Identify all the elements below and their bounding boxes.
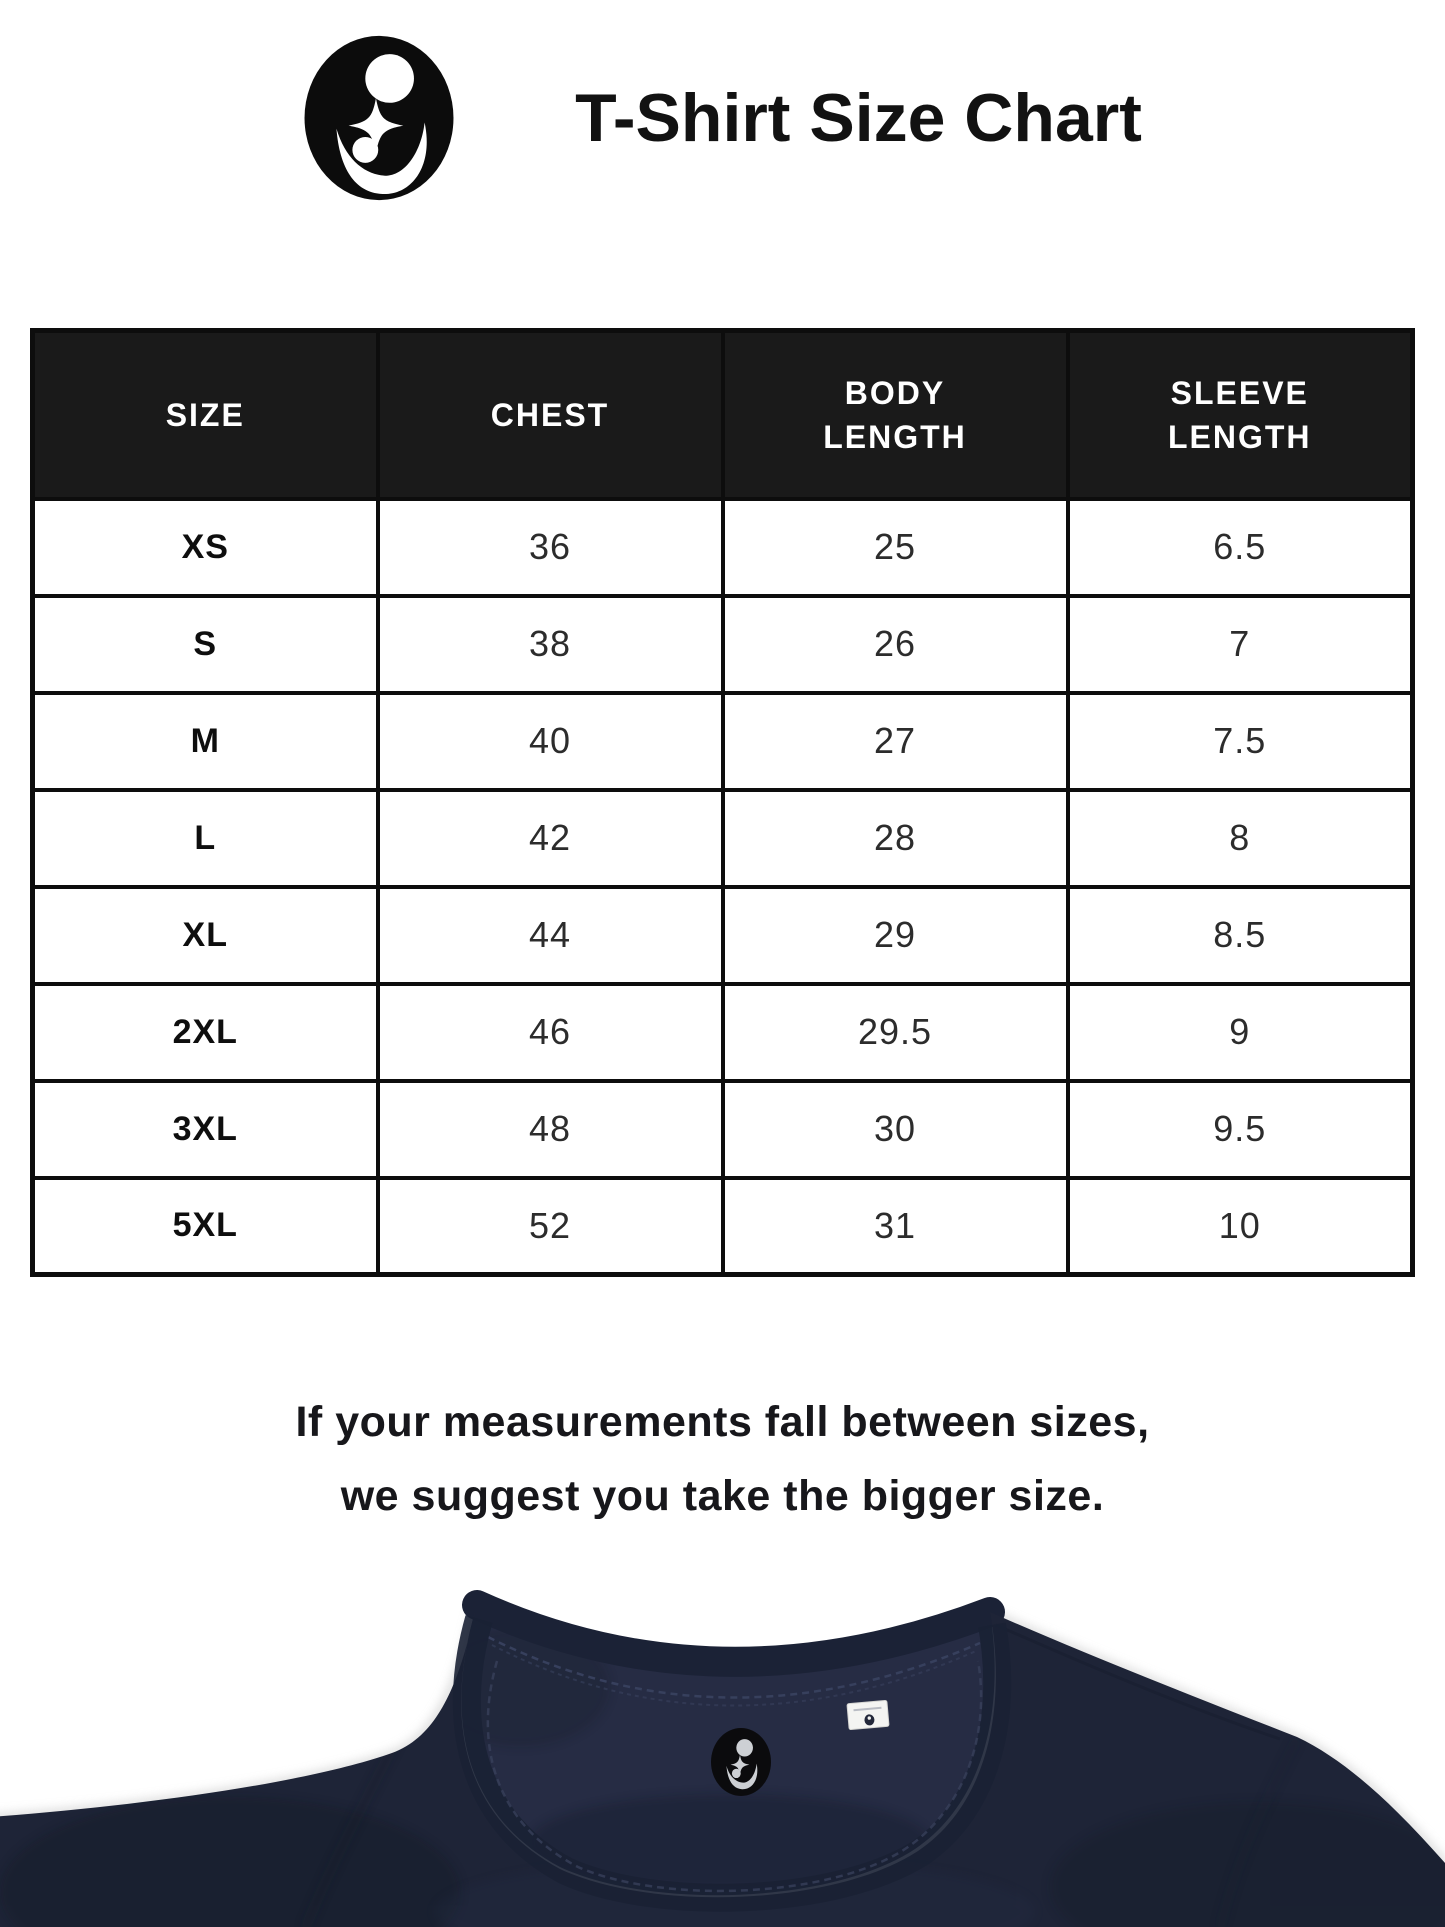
sleeve-length-cell: 7 <box>1065 593 1415 695</box>
fit-note-line2: we suggest you take the bigger size. <box>340 1472 1105 1520</box>
chest-cell: 36 <box>375 496 725 598</box>
sleeve-length-cell: 8.5 <box>1065 884 1415 986</box>
body-length-cell: 31 <box>720 1175 1070 1277</box>
table-row: S 38 26 7 <box>30 593 1415 695</box>
size-cell: S <box>30 593 380 695</box>
brand-header: T-Shirt Size Chart <box>0 0 1445 202</box>
chest-cell: 42 <box>375 787 725 889</box>
sleeve-length-cell: 8 <box>1065 787 1415 889</box>
chest-cell: 52 <box>375 1175 725 1277</box>
table-row: 5XL 52 31 10 <box>30 1175 1415 1277</box>
table-row: M 40 27 7.5 <box>30 690 1415 792</box>
size-cell: XL <box>30 884 380 986</box>
body-length-cell: 27 <box>720 690 1070 792</box>
chest-cell: 44 <box>375 884 725 986</box>
chest-cell: 40 <box>375 690 725 792</box>
table-row: 3XL 48 30 9.5 <box>30 1078 1415 1180</box>
size-cell: 3XL <box>30 1078 380 1180</box>
table-row: XS 36 25 6.5 <box>30 496 1415 598</box>
size-cell: M <box>30 690 380 792</box>
sleeve-length-cell: 6.5 <box>1065 496 1415 598</box>
size-cell: 2XL <box>30 981 380 1083</box>
column-header-size: SIZE <box>30 328 380 501</box>
size-cell: L <box>30 787 380 889</box>
body-length-cell: 29 <box>720 884 1070 986</box>
tshirt-neckline-image <box>0 1557 1445 1927</box>
size-cell: XS <box>30 496 380 598</box>
size-chart-table: SIZE CHEST BODY LENGTH SLEEVE LENGTH XS … <box>30 328 1415 1277</box>
fit-note: If your measurements fall between sizes,… <box>0 1385 1445 1533</box>
body-length-cell: 25 <box>720 496 1070 598</box>
body-length-cell: 28 <box>720 787 1070 889</box>
sleeve-length-cell: 10 <box>1065 1175 1415 1277</box>
sleeve-length-cell: 9 <box>1065 981 1415 1083</box>
size-tag <box>846 1699 890 1731</box>
sleeve-length-cell: 9.5 <box>1065 1078 1415 1180</box>
sleeve-length-cell: 7.5 <box>1065 690 1415 792</box>
size-cell: 5XL <box>30 1175 380 1277</box>
column-header-body-length: BODY LENGTH <box>720 328 1070 501</box>
chest-cell: 46 <box>375 981 725 1083</box>
table-body: XS 36 25 6.5 S 38 26 7 M 40 27 7.5 L 42 … <box>30 496 1415 1277</box>
shirt-photo <box>0 1557 1445 1927</box>
table-header: SIZE CHEST BODY LENGTH SLEEVE LENGTH <box>30 328 1415 501</box>
mother-child-logo-icon <box>304 35 454 201</box>
chest-cell: 38 <box>375 593 725 695</box>
neck-logo-tag-icon <box>711 1728 771 1796</box>
table-row: XL 44 29 8.5 <box>30 884 1415 986</box>
table-row: L 42 28 8 <box>30 787 1415 889</box>
page-title: T-Shirt Size Chart <box>575 80 1142 156</box>
body-length-cell: 26 <box>720 593 1070 695</box>
column-header-sleeve-length: SLEEVE LENGTH <box>1065 328 1415 501</box>
column-header-chest: CHEST <box>375 328 725 501</box>
body-length-cell: 29.5 <box>720 981 1070 1083</box>
chest-cell: 48 <box>375 1078 725 1180</box>
body-length-cell: 30 <box>720 1078 1070 1180</box>
fit-note-line1: If your measurements fall between sizes, <box>295 1398 1150 1446</box>
table-row: 2XL 46 29.5 9 <box>30 981 1415 1083</box>
